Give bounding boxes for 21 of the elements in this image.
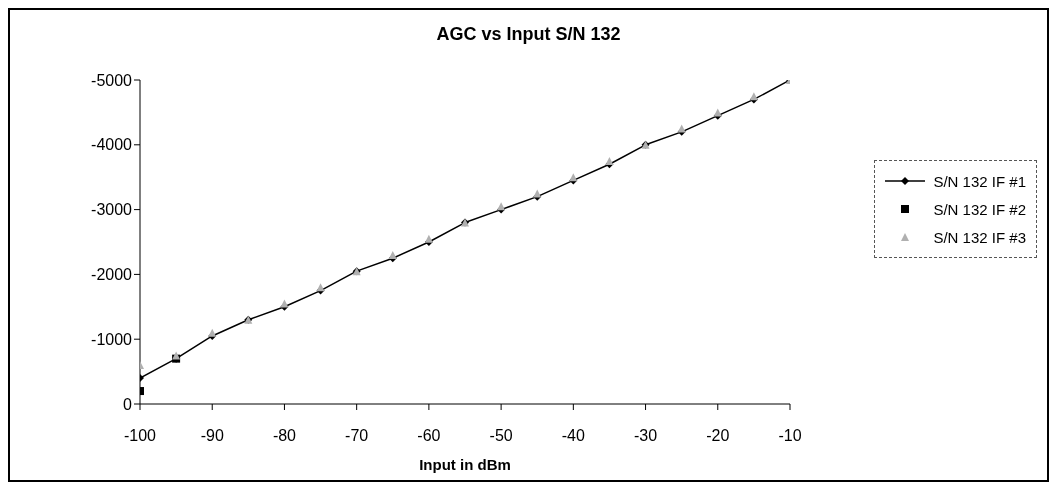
x-tick-label: -80 — [272, 427, 297, 445]
x-tick-label: -20 — [706, 427, 730, 445]
x-tick-label: -100 — [123, 427, 157, 445]
y-tick-label: -2000 — [91, 266, 133, 284]
y-tick-label: 0 — [123, 395, 133, 413]
legend-label: S/N 132 IF #1 — [933, 172, 1026, 190]
legend-label: S/N 132 IF #3 — [933, 228, 1026, 246]
chart-title: AGC vs Input S/N 132 — [435, 23, 622, 46]
y-tick-label: -4000 — [91, 136, 133, 154]
x-tick-label: -60 — [417, 427, 441, 445]
x-tick-label: -90 — [200, 427, 224, 445]
legend-label: S/N 132 IF #2 — [933, 200, 1026, 218]
y-tick-label: -1000 — [91, 330, 133, 348]
x-tick-label: -50 — [489, 427, 513, 445]
x-tick-label: -30 — [633, 427, 658, 445]
x-axis-title: Input in dBm — [419, 456, 511, 473]
x-tick-label: -40 — [561, 427, 585, 445]
x-tick-label: -10 — [778, 427, 802, 445]
y-tick-label: -5000 — [91, 71, 133, 89]
x-tick-label: -70 — [345, 427, 369, 445]
y-tick-label: -3000 — [91, 201, 133, 219]
